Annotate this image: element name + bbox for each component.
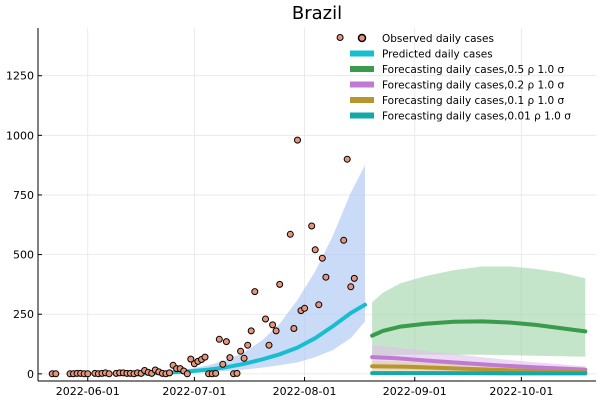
series-lines	[117, 302, 588, 376]
observed-point	[347, 283, 355, 291]
legend-swatch	[350, 66, 374, 72]
legend-swatch	[350, 112, 374, 119]
forecast-line-1	[370, 355, 588, 372]
y-tick-label: 0	[27, 368, 34, 381]
observed-point	[244, 341, 252, 349]
observed-point	[311, 246, 319, 254]
observed-point	[52, 370, 60, 378]
legend-label: Forecasting daily cases,0.01 ρ 1.0 σ	[382, 111, 571, 123]
observed-point	[290, 325, 298, 332]
observed-point	[276, 280, 284, 288]
observed-point	[219, 360, 227, 368]
observed-point	[322, 273, 330, 281]
forecast-band-0	[372, 266, 586, 358]
observed-point	[340, 236, 348, 244]
observed-point	[222, 338, 230, 346]
legend-label: Forecasting daily cases,0.2 ρ 1.0 σ	[382, 80, 565, 92]
observed-point	[350, 274, 358, 282]
axes: 2022-06-01 2022-07-01 2022-08-01 2022-09-01…	[6, 28, 596, 398]
observed-point	[301, 304, 309, 312]
observed-points	[48, 34, 358, 378]
confidence-bands	[119, 165, 586, 374]
observed-point	[247, 327, 255, 335]
observed-point	[343, 155, 351, 163]
y-tick-label: 250	[13, 308, 34, 321]
observed-point	[336, 34, 344, 41]
observed-point	[318, 254, 326, 262]
observed-point	[265, 341, 273, 349]
legend-label: Observed daily cases	[382, 33, 494, 45]
legend-label: Predicted daily cases	[382, 49, 493, 61]
legend-marker	[357, 33, 367, 43]
forecast-line-0	[370, 319, 588, 338]
observed-point	[166, 369, 173, 377]
observed-point	[294, 136, 301, 144]
legend: Observed daily cases Predicted daily case…	[350, 33, 571, 123]
x-tick-label: 2022-10-01	[489, 385, 553, 398]
observed-point	[212, 369, 220, 377]
observed-point	[240, 354, 248, 362]
observed-point	[286, 230, 294, 238]
x-tick-label: 2022-06-01	[56, 385, 120, 398]
observed-point	[187, 355, 195, 363]
observed-point	[201, 353, 209, 361]
legend-swatch	[350, 81, 374, 88]
chart-title: Brazil	[292, 3, 342, 24]
observed-point	[315, 301, 323, 309]
observed-point	[226, 354, 234, 362]
observed-point	[84, 370, 92, 378]
x-tick-label: 2022-09-01	[383, 385, 447, 398]
legend-label: Forecasting daily cases,0.1 ρ 1.0 σ	[382, 95, 565, 107]
predicted-band	[119, 165, 365, 374]
y-tick-label: 500	[13, 249, 34, 262]
observed-point	[272, 327, 280, 335]
legend-label: Forecasting daily cases,0.5 ρ 1.0 σ	[382, 64, 565, 76]
y-tick-label: 1250	[6, 70, 34, 83]
legend-swatch	[350, 50, 374, 57]
y-tick-label: 1000	[6, 129, 34, 142]
observed-point	[105, 370, 113, 378]
observed-point	[308, 222, 316, 230]
observed-point	[183, 370, 191, 378]
observed-point	[269, 321, 277, 329]
observed-point	[215, 335, 223, 343]
x-tick-label: 2022-07-01	[162, 385, 226, 398]
observed-point	[233, 369, 241, 377]
observed-point	[237, 347, 245, 355]
observed-point	[262, 315, 269, 323]
x-tick-label: 2022-08-01	[273, 385, 337, 398]
y-tick-label: 750	[13, 189, 34, 202]
legend-swatch	[350, 97, 374, 103]
observed-point	[251, 288, 259, 296]
